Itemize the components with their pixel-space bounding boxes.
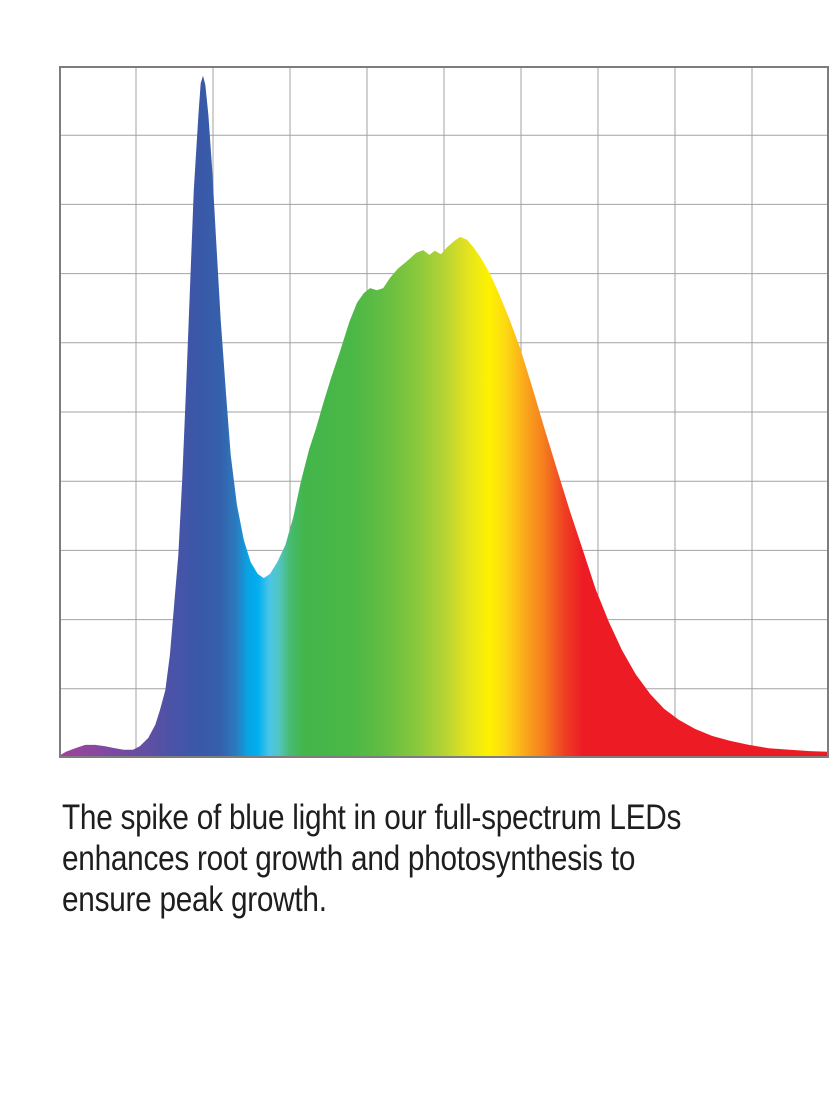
spectrum-area — [59, 75, 829, 758]
caption-line: enhances root growth and photosynthesis … — [62, 839, 636, 878]
plot-border — [59, 66, 829, 758]
spectrum-chart — [59, 66, 829, 758]
caption-line: The spike of blue light in our full-spec… — [62, 798, 682, 837]
spectrum-chart-svg — [59, 66, 829, 758]
caption: The spike of blue light in our full-spec… — [62, 797, 681, 920]
caption-line: ensure peak growth. — [62, 880, 327, 919]
